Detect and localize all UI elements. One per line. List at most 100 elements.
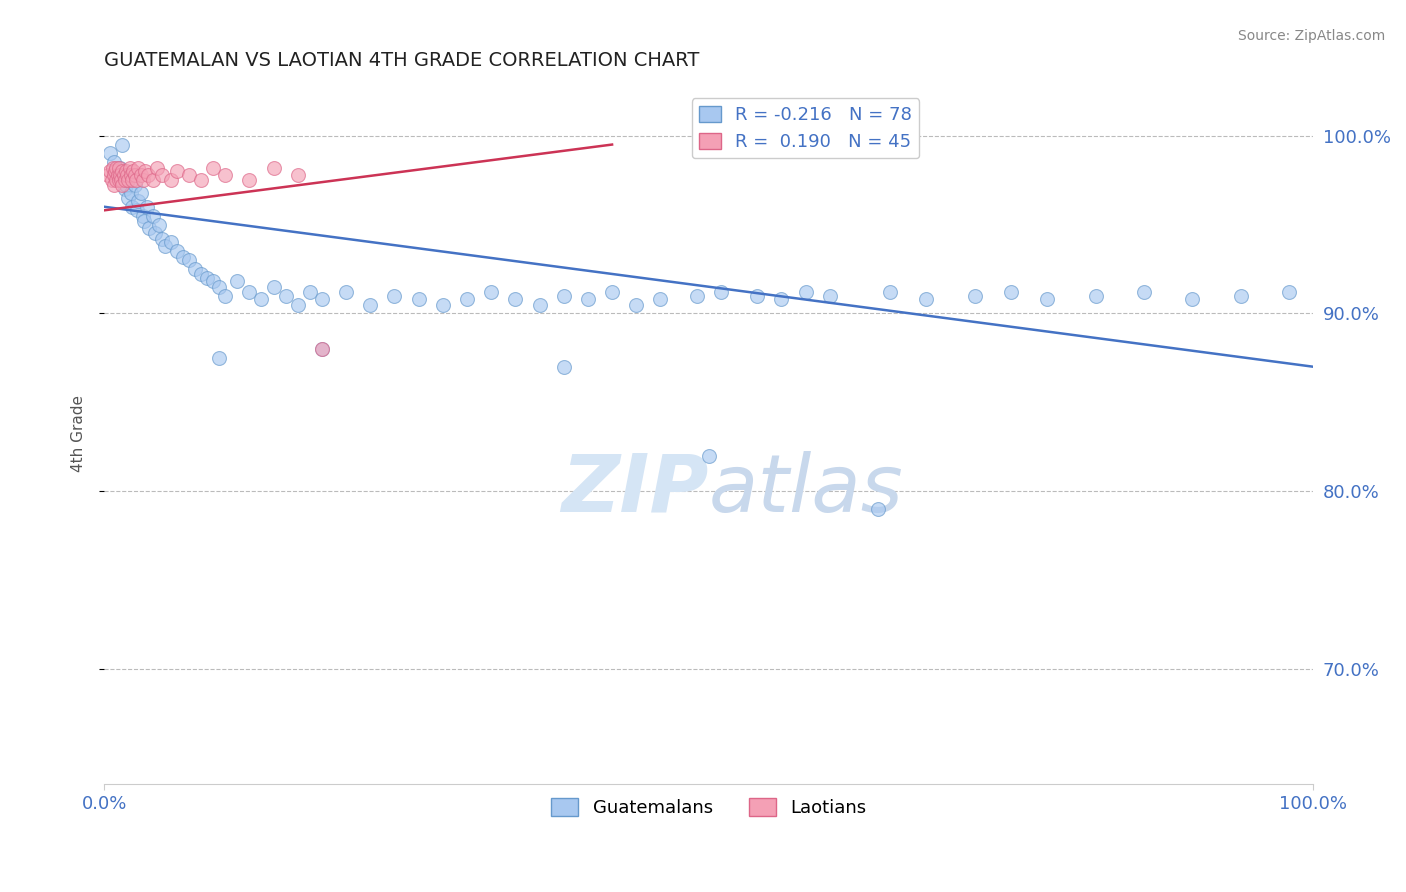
Point <box>112 168 135 182</box>
Point <box>226 274 249 288</box>
Point <box>818 288 841 302</box>
Point <box>111 164 134 178</box>
Point <box>915 292 938 306</box>
Point <box>101 161 124 175</box>
Point <box>117 173 139 187</box>
Point <box>879 285 901 299</box>
Point <box>287 297 309 311</box>
Point <box>576 292 599 306</box>
Point <box>107 173 129 187</box>
Point <box>115 178 138 193</box>
Point <box>311 342 333 356</box>
Point <box>263 161 285 175</box>
Point <box>129 168 152 182</box>
Point <box>177 253 200 268</box>
Point <box>505 292 527 306</box>
Point <box>432 297 454 311</box>
Point <box>335 285 357 299</box>
Point <box>172 250 194 264</box>
Point <box>311 292 333 306</box>
Point <box>177 168 200 182</box>
Point <box>794 285 817 299</box>
Point <box>132 209 155 223</box>
Point <box>146 161 169 175</box>
Point <box>129 186 152 200</box>
Point <box>1000 285 1022 299</box>
Point <box>384 288 406 302</box>
Text: GUATEMALAN VS LAOTIAN 4TH GRADE CORRELATION CHART: GUATEMALAN VS LAOTIAN 4TH GRADE CORRELAT… <box>104 51 700 70</box>
Point <box>208 351 231 365</box>
Point <box>214 288 236 302</box>
Point <box>142 173 165 187</box>
Point <box>127 161 149 175</box>
Point <box>107 161 129 175</box>
Point <box>142 209 165 223</box>
Point <box>238 285 260 299</box>
Point <box>553 359 575 374</box>
Point <box>143 227 166 241</box>
Point <box>103 155 125 169</box>
Point <box>866 502 889 516</box>
Point <box>108 168 131 182</box>
Y-axis label: 4th Grade: 4th Grade <box>72 395 86 472</box>
Point <box>132 173 155 187</box>
Point <box>97 168 120 182</box>
Point <box>103 168 125 182</box>
Point <box>125 173 148 187</box>
Point <box>408 292 430 306</box>
Point <box>697 449 720 463</box>
Point <box>311 342 333 356</box>
Legend: Guatemalans, Laotians: Guatemalans, Laotians <box>544 790 873 824</box>
Point <box>150 232 173 246</box>
Point <box>124 178 146 193</box>
Text: ZIP: ZIP <box>561 450 709 529</box>
Point <box>553 288 575 302</box>
Point <box>98 164 121 178</box>
Point <box>600 285 623 299</box>
Point <box>529 297 551 311</box>
Point <box>963 288 986 302</box>
Point <box>124 168 146 182</box>
Point <box>134 164 156 178</box>
Point <box>287 168 309 182</box>
Point <box>208 279 231 293</box>
Point <box>166 244 188 259</box>
Point <box>359 297 381 311</box>
Point <box>190 173 212 187</box>
Point <box>1084 288 1107 302</box>
Point <box>104 164 127 178</box>
Point <box>159 173 181 187</box>
Point <box>298 285 321 299</box>
Point <box>770 292 793 306</box>
Point <box>214 168 236 182</box>
Point <box>263 279 285 293</box>
Point <box>1036 292 1059 306</box>
Point <box>110 173 132 187</box>
Point <box>710 285 733 299</box>
Point <box>238 173 260 187</box>
Point <box>111 173 134 187</box>
Point <box>686 288 709 302</box>
Point <box>190 268 212 282</box>
Point <box>118 161 141 175</box>
Point <box>650 292 672 306</box>
Point <box>117 191 139 205</box>
Point <box>1229 288 1251 302</box>
Point <box>117 168 139 182</box>
Point <box>159 235 181 250</box>
Point <box>202 161 225 175</box>
Point <box>747 288 769 302</box>
Point <box>626 297 648 311</box>
Point <box>107 168 129 182</box>
Point <box>135 200 157 214</box>
Point <box>100 173 122 187</box>
Point <box>150 168 173 182</box>
Text: atlas: atlas <box>709 450 904 529</box>
Point <box>148 218 170 232</box>
Point <box>121 200 143 214</box>
Point <box>105 164 128 178</box>
Point <box>120 186 142 200</box>
Point <box>122 164 145 178</box>
Point <box>1181 292 1204 306</box>
Point <box>166 164 188 178</box>
